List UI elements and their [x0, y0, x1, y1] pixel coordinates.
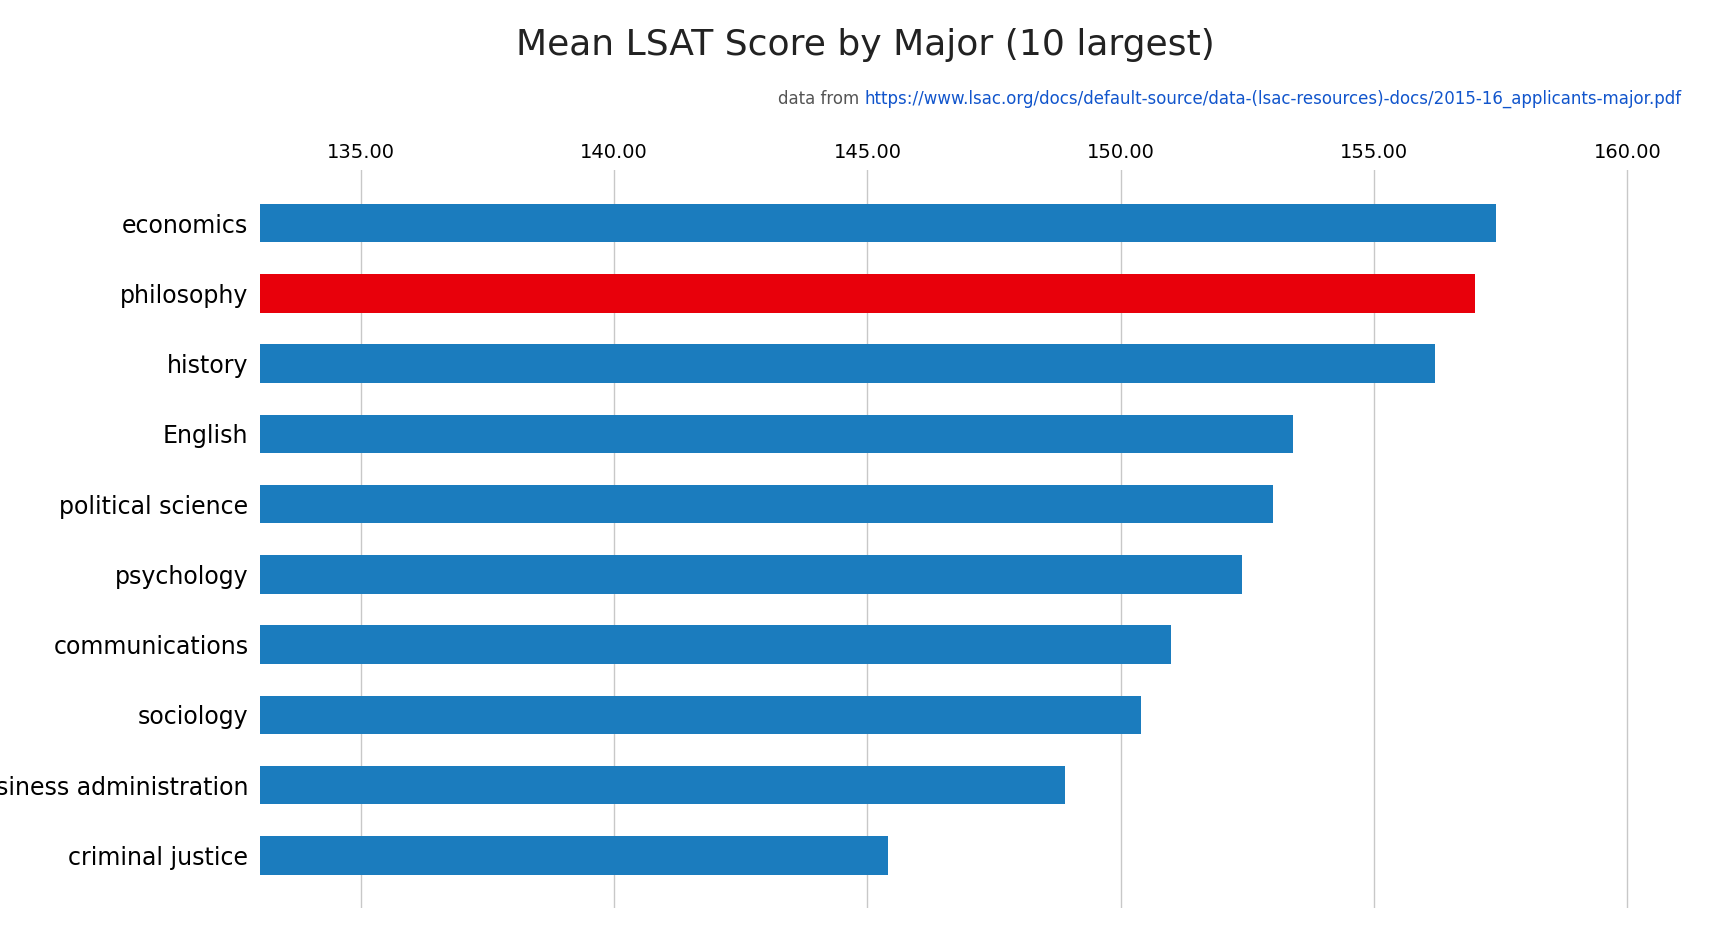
- Bar: [260, 625, 1171, 664]
- Bar: [260, 836, 887, 875]
- Bar: [260, 274, 1476, 313]
- Bar: [260, 695, 1142, 734]
- Bar: [260, 414, 1292, 453]
- Bar: [260, 203, 1496, 242]
- Bar: [260, 765, 1066, 804]
- Bar: [260, 484, 1273, 523]
- Bar: [260, 344, 1434, 383]
- Text: data from: data from: [778, 90, 865, 108]
- Text: https://www.lsac.org/docs/default-source/data-(lsac-resources)-docs/2015-16_appl: https://www.lsac.org/docs/default-source…: [865, 90, 1682, 108]
- Text: Mean LSAT Score by Major (10 largest): Mean LSAT Score by Major (10 largest): [516, 28, 1214, 62]
- Bar: [260, 555, 1242, 594]
